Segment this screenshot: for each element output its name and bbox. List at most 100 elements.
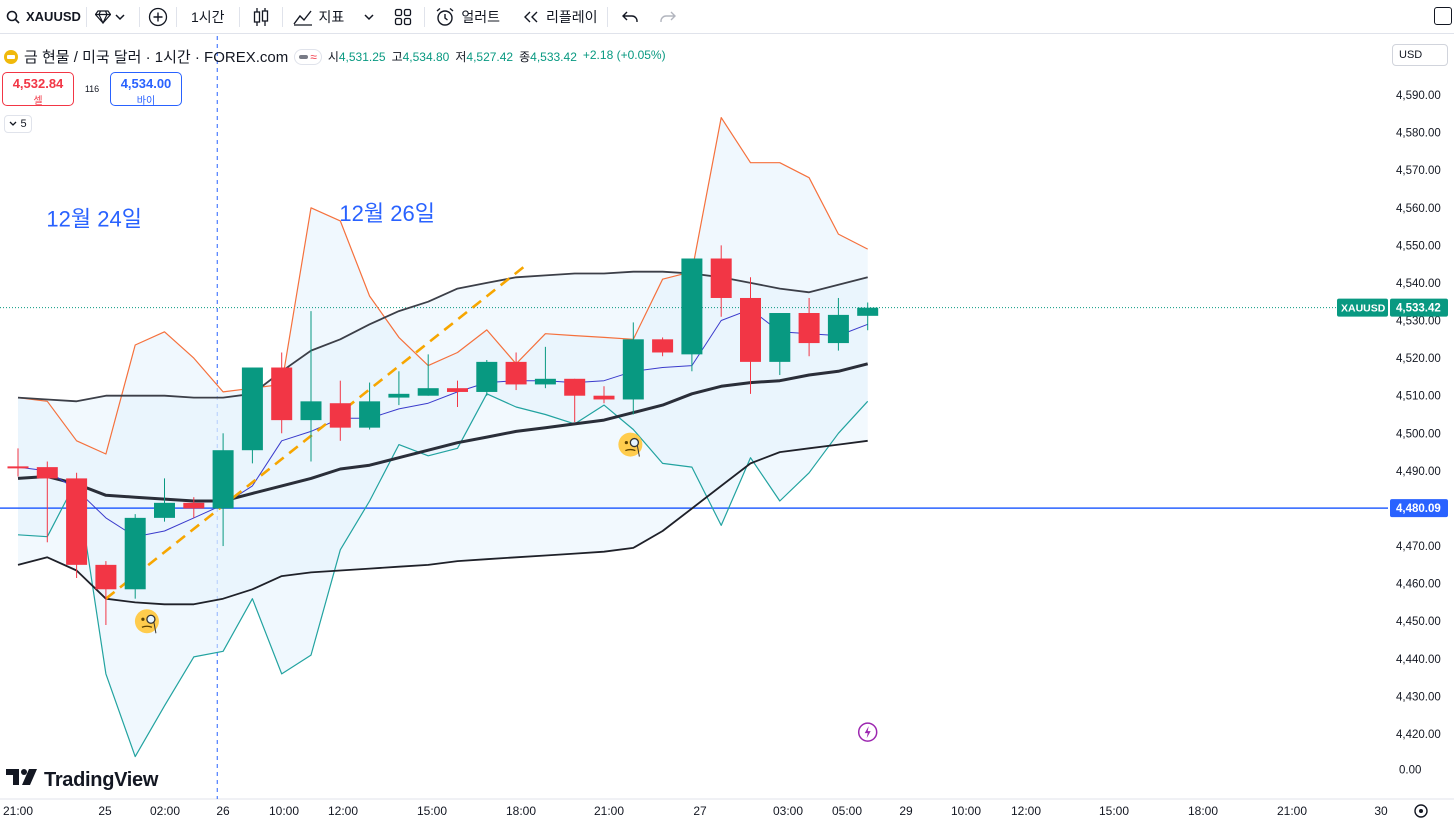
time-tick-label: 30 [1374, 804, 1388, 818]
toolbar-divider [176, 6, 177, 27]
high-label: 고 [391, 50, 403, 64]
time-tick-label: 18:00 [1188, 804, 1218, 818]
chevron-down-icon [9, 118, 17, 130]
candle-body [798, 313, 820, 344]
candle-body [564, 378, 586, 396]
spread-value: 116 [84, 84, 100, 94]
rewind-icon [522, 11, 540, 23]
level-price-badge-text: 4,480.09 [1396, 503, 1441, 515]
last-price-badge [1390, 298, 1448, 317]
chevron-down-icon [115, 13, 125, 21]
last-price-symbol-tag [1337, 298, 1388, 317]
time-tick-label: 10:00 [951, 804, 981, 818]
candle-body [534, 378, 556, 385]
sell-button[interactable]: 4,532.84 셀 [2, 72, 74, 107]
candle-body [300, 401, 322, 421]
buy-price: 4,534.00 [120, 76, 172, 91]
replay-button[interactable]: 리플레이 [510, 0, 608, 33]
time-tick-label: 03:00 [773, 804, 803, 818]
time-tick-label: 12:00 [328, 804, 358, 818]
indicators-label: 지표 [318, 8, 345, 25]
candle-body [447, 388, 468, 392]
tradingview-logo[interactable]: TradingView [6, 768, 158, 792]
date-annotation: 12월 26일 [339, 201, 435, 226]
monocle-face-icon [636, 445, 640, 457]
candle-body [622, 339, 644, 400]
alert-button[interactable]: 얼러트 [425, 0, 510, 33]
candles-icon [252, 7, 270, 27]
candle-body [593, 395, 615, 400]
time-tick-label: 12:00 [1011, 804, 1041, 818]
indicators-templates-dropdown[interactable] [350, 0, 382, 33]
close-label: 종 [519, 50, 531, 64]
currency-label: USD [1399, 49, 1423, 61]
candle-body [476, 361, 498, 392]
fullscreen-icon[interactable] [1434, 7, 1452, 25]
price-chart[interactable]: 4,590.00 4,580.00 4,570.00 4,560.00 4,550.00… [0, 36, 1454, 837]
candle-body [857, 307, 879, 316]
tradingview-logo-icon [6, 768, 38, 792]
chart-type-button[interactable] [240, 0, 282, 33]
price-tick-label: 4,560.00 [1396, 203, 1441, 215]
candle-body [388, 393, 410, 398]
grid-layout-icon [394, 8, 412, 26]
alarm-clock-icon [435, 7, 455, 27]
toolbar-divider [281, 6, 283, 27]
date-annotation: 12월 24일 [46, 207, 142, 232]
minus-icon [299, 54, 309, 59]
symbol-name: XAUUSD [26, 9, 81, 24]
candle-body [95, 564, 117, 590]
data-status-pill[interactable]: ≈ [294, 48, 322, 65]
upper-envelope-line [17, 116, 868, 455]
indicators-icon [292, 8, 313, 26]
currency-selector[interactable]: USD [1392, 44, 1448, 66]
time-tick-label: 21:00 [594, 804, 624, 818]
toolbar-divider [424, 6, 426, 27]
lower-envelope-line [17, 393, 869, 758]
price-tick-label: 4,590.00 [1396, 90, 1441, 102]
price-tick-label: 0.00 [1399, 764, 1421, 776]
interval-button[interactable]: 1시간 [177, 0, 239, 33]
price-tick-label: 4,460.00 [1396, 579, 1441, 591]
candle-body [183, 502, 205, 509]
undo-button[interactable] [608, 0, 652, 33]
legend-title: 금 현물 / 미국 달러 · 1시간 · FOREX.com [24, 49, 289, 66]
indicator-count: 5 [20, 118, 27, 130]
symbol-search-button[interactable]: XAUUSD [0, 0, 86, 33]
symbol-type-dropdown[interactable] [87, 0, 139, 33]
price-tick-label: 4,490.00 [1396, 466, 1441, 478]
redo-button[interactable] [652, 0, 684, 33]
price-tick-label: 4,430.00 [1396, 691, 1441, 703]
undo-icon [622, 11, 639, 23]
toolbar-divider [238, 6, 240, 27]
chart-pane[interactable]: 4,590.00 4,580.00 4,570.00 4,560.00 4,550.00… [0, 36, 1454, 837]
level-price-badge [1390, 499, 1448, 518]
candle-body [36, 467, 58, 479]
buy-button[interactable]: 4,534.00 바이 [110, 72, 182, 107]
candle-body [329, 403, 351, 428]
gold-coin-icon [4, 49, 18, 64]
compare-symbol-button[interactable] [140, 0, 176, 33]
price-tick-label: 4,510.00 [1396, 391, 1441, 403]
chevron-down-icon [364, 13, 374, 21]
candle-body [124, 517, 146, 590]
monocle-face-icon [624, 440, 628, 445]
price-tick-label: 4,450.00 [1396, 616, 1441, 628]
price-tick-label: 4,520.00 [1396, 353, 1441, 365]
high-value: 4,534.80 [402, 50, 450, 64]
alert-label: 얼러트 [461, 8, 500, 25]
candle-body [827, 314, 849, 344]
indicators-button[interactable]: 지표 [283, 0, 351, 33]
change-value: +2.18 (+0.05%) [582, 48, 666, 62]
monocle-face-icon [141, 625, 153, 628]
time-tick-label: 10:00 [269, 804, 299, 818]
candle-body [710, 258, 732, 298]
indicator-collapse-button[interactable]: 5 [4, 115, 32, 133]
time-tick-label: 29 [899, 804, 913, 818]
last-price-symbol-text: XAUUSD [1341, 303, 1386, 315]
toolbar-divider [607, 6, 609, 27]
time-tick-label: 15:00 [1099, 804, 1129, 818]
top-toolbar: XAUUSD 1시간 지표 [0, 0, 1454, 34]
monocle-face-icon [629, 437, 640, 448]
layout-button[interactable] [382, 0, 424, 33]
